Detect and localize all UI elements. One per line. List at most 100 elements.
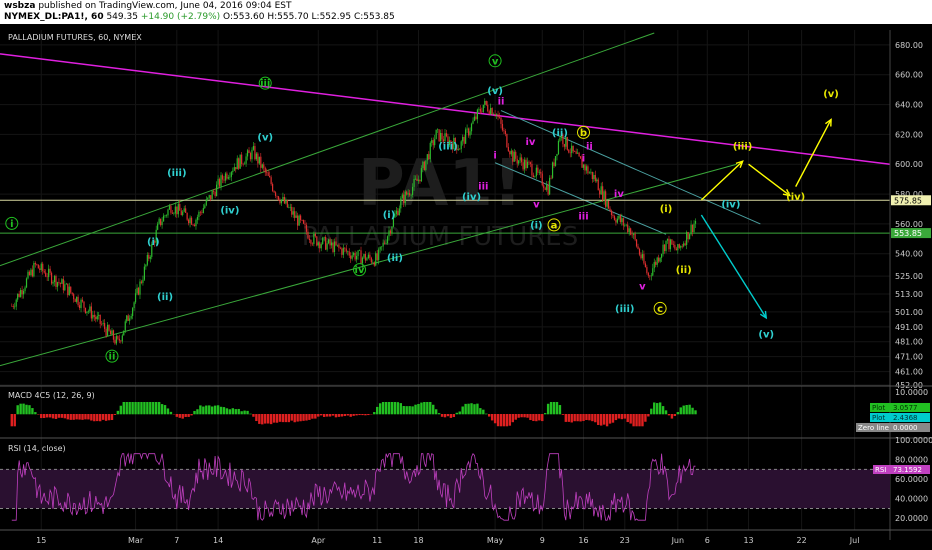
macd-bar <box>249 413 252 415</box>
candle-body <box>602 186 604 201</box>
main-price-panel[interactable]: PA1! PALLADIUM FUTURES iiiiiiivv(i)(ii)(… <box>0 30 891 530</box>
last-price-badge: 553.85 <box>894 229 922 238</box>
candle-body <box>627 224 629 233</box>
price-axis[interactable]: 680.00 660.00 640.00 620.00 600.00 580.00 560.… <box>889 30 932 540</box>
wave-label: iii <box>260 79 270 90</box>
candle-body <box>229 176 231 178</box>
time-tick-label: Mar <box>128 536 144 545</box>
macd-bar <box>269 414 273 425</box>
candle-body <box>238 158 240 169</box>
macd-bar <box>305 414 308 421</box>
rsi-panel[interactable]: RSI (14, close) 100.0000 80.0000 60.0000 40… <box>0 436 932 523</box>
candle-body <box>338 244 340 248</box>
candle-body <box>120 340 122 342</box>
candle-body <box>260 156 262 168</box>
candle-body <box>484 100 486 105</box>
candle-body <box>413 178 415 187</box>
candle-body <box>541 173 543 186</box>
candle-body <box>378 249 380 261</box>
macd-bar <box>617 414 621 419</box>
macd-bar <box>210 406 214 415</box>
price-tick-label: 580.00 <box>895 190 923 199</box>
macd-bar <box>361 414 364 416</box>
candle-body <box>691 224 694 232</box>
macd-bar <box>470 403 473 415</box>
candle-body <box>360 250 362 264</box>
candle-body <box>199 211 201 213</box>
candle-body <box>434 139 436 146</box>
macd-bar <box>16 405 19 415</box>
candle-body <box>83 301 85 308</box>
wave-labels: iiiiiiivv(i)(ii)(iii)(iv)(v)(i)(ii)(iii)… <box>5 54 839 363</box>
macd-bar <box>449 414 453 418</box>
candle-body <box>613 216 616 220</box>
candle-body <box>198 211 200 217</box>
time-axis[interactable]: 15 Mar 7 14 Apr 11 18 May 9 16 23 Jun 6 13 22 Jul <box>0 529 932 545</box>
candle-body <box>501 123 504 131</box>
candle-body <box>435 129 437 140</box>
candle-body <box>42 263 44 271</box>
macd-bar <box>499 414 503 427</box>
macd-bar <box>275 414 279 423</box>
candle-body <box>158 218 160 224</box>
wave-label: (i) <box>530 220 543 231</box>
macd-bar <box>611 414 615 423</box>
macd-bar <box>635 414 638 427</box>
candle-body <box>585 166 588 171</box>
candle-body <box>127 315 129 321</box>
candle-body <box>621 218 623 222</box>
candle-body <box>149 256 151 259</box>
macd-bar <box>505 414 509 427</box>
candle-body <box>202 208 204 214</box>
macd-bar <box>517 414 520 418</box>
candle-body <box>133 302 135 309</box>
candle-body <box>105 328 107 336</box>
candle-body <box>264 167 266 173</box>
candle-body <box>126 315 128 322</box>
candle-body <box>14 306 16 308</box>
macd-bar <box>128 402 131 415</box>
candle-body <box>684 243 686 245</box>
macd-bar <box>588 414 591 421</box>
macd-bar <box>667 414 671 416</box>
candle-body <box>553 162 555 166</box>
candle-body <box>224 173 227 181</box>
projection-arrows <box>700 118 832 320</box>
rsi-title: RSI (14, close) <box>8 444 66 453</box>
wave-label: iii <box>578 211 588 222</box>
candle-body <box>277 196 280 201</box>
candle-body <box>12 306 14 307</box>
candle-body <box>137 287 140 295</box>
candle-body <box>179 204 181 211</box>
candle-body <box>506 133 508 148</box>
candle-body <box>160 218 162 226</box>
candle-body <box>227 177 229 179</box>
candle-body <box>560 134 563 138</box>
macd-bar <box>488 414 491 417</box>
candle-body <box>635 239 638 247</box>
macd-bar <box>532 414 535 422</box>
wave-label: i <box>582 153 585 164</box>
candle-body <box>383 242 386 244</box>
candle-body <box>559 137 561 141</box>
candle-body <box>663 244 666 252</box>
candle-body <box>39 268 41 270</box>
macd-bar <box>166 408 170 415</box>
author-name[interactable]: wsbza <box>4 1 36 11</box>
candle-body <box>162 215 165 222</box>
macd-bar <box>561 414 565 415</box>
time-tick-label: Apr <box>311 536 326 545</box>
candle-body <box>600 186 602 195</box>
wave-label: (i) <box>147 237 160 248</box>
macd-bar <box>60 414 64 418</box>
macd-bar <box>222 407 226 415</box>
candle-body <box>532 175 535 177</box>
candle-body <box>607 200 610 209</box>
candle-body <box>615 219 617 223</box>
macd-panel[interactable]: MACD 4C5 (12, 26, 9) 10.0000 Plot 3.0577… <box>0 385 932 432</box>
candle-body <box>509 151 511 155</box>
macd-bar <box>602 414 606 425</box>
candle-body <box>460 141 462 150</box>
candle-body <box>336 244 339 246</box>
